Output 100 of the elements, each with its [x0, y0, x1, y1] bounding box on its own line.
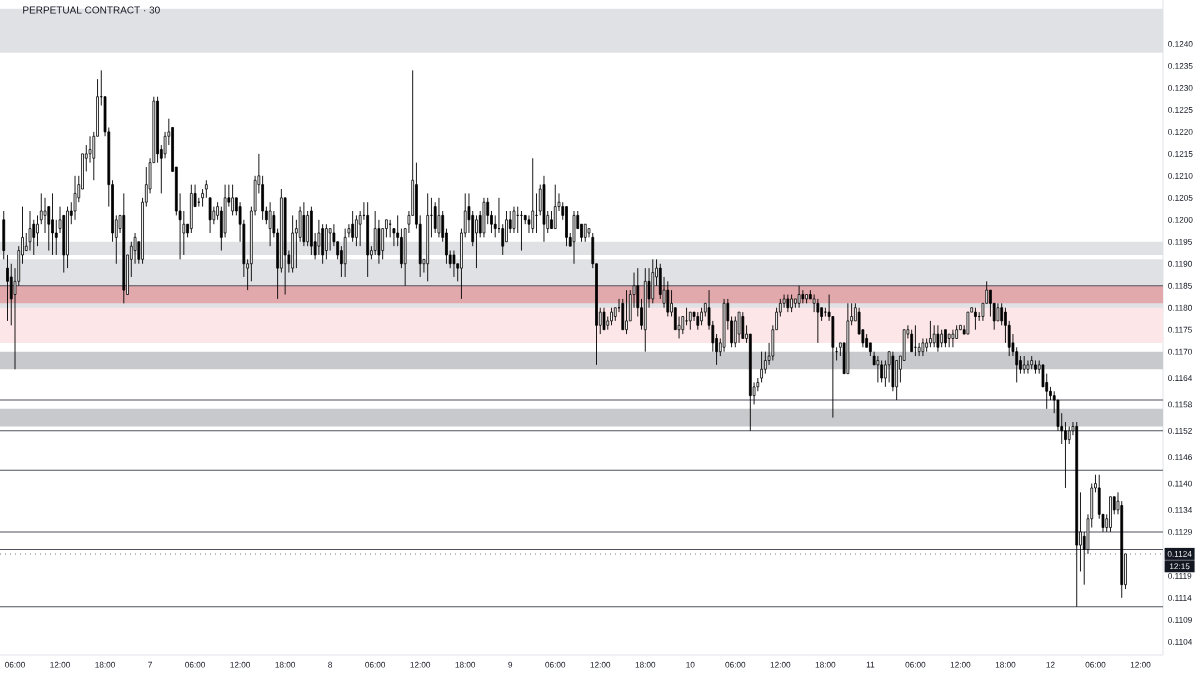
candlestick — [51, 192, 54, 256]
x-tick-label: 06:00 — [365, 661, 386, 668]
y-tick-label: 0.1109 — [1168, 616, 1192, 623]
x-tick-label: 06:00 — [905, 661, 926, 668]
x-tick-label: 10 — [686, 661, 695, 668]
x-tick-label: 7 — [148, 661, 152, 668]
candlestick — [373, 210, 377, 256]
y-tick-label: 0.1195 — [1168, 238, 1192, 245]
y-tick-label: 0.1185 — [1168, 282, 1192, 289]
candlestick — [43, 197, 47, 234]
candlestick — [36, 214, 39, 247]
x-tick-label: 12:00 — [590, 661, 611, 668]
x-tick-label: 12:00 — [410, 661, 431, 668]
x-tick-label: 12:00 — [770, 661, 791, 668]
x-tick-label: 12:00 — [230, 661, 251, 668]
candlestick — [325, 223, 328, 260]
x-tick-label: 06:00 — [185, 661, 206, 668]
candlestick — [951, 329, 955, 348]
y-tick-label: 0.1220 — [1168, 128, 1193, 135]
x-tick-label: 9 — [508, 661, 513, 668]
candlestick — [351, 210, 355, 243]
candlestick — [6, 254, 9, 322]
y-tick-label: 0.1230 — [1168, 85, 1193, 91]
candlestick — [328, 228, 332, 252]
candlestick — [910, 329, 914, 353]
text: 12:15 — [1169, 563, 1190, 570]
candlestick — [625, 289, 628, 335]
y-tick-label: 0.1175 — [1168, 326, 1192, 333]
candlestick — [876, 355, 880, 383]
x-tick-label: 06:00 — [5, 661, 25, 668]
candlestick — [531, 157, 535, 234]
y-tick-label: 0.1164 — [1168, 375, 1193, 381]
candlestick — [1026, 360, 1030, 375]
x-tick-label: 06:00 — [725, 661, 746, 668]
x-tick-label: 8 — [328, 661, 333, 668]
candlestick — [512, 206, 516, 234]
y-tick-label: 0.1210 — [1168, 172, 1193, 179]
x-tick-label: 18:00 — [275, 661, 296, 668]
candlestick — [317, 219, 321, 256]
candlestick — [685, 307, 688, 326]
y-tick-label: 0.1129 — [1168, 529, 1192, 535]
candlestick — [475, 214, 478, 269]
x-tick-label: 06:00 — [1085, 661, 1106, 668]
candlestick — [760, 351, 763, 383]
y-tick-label: 0.1104 — [1168, 638, 1193, 645]
x-tick-label: 12 — [1046, 661, 1055, 668]
x-tick-label: 12:00 — [950, 661, 971, 668]
y-tick-label: 0.1152 — [1168, 427, 1192, 434]
y-tick-label: 0.1180 — [1168, 304, 1192, 311]
y-tick-label: 0.1200 — [1168, 216, 1193, 223]
candlestick — [1064, 421, 1067, 489]
candlestick — [929, 320, 932, 348]
chart-title: PERPETUAL CONTRACT · 30 — [23, 6, 160, 14]
candlestick — [433, 201, 437, 234]
candlestick — [355, 214, 358, 247]
x-tick-label: 18:00 — [455, 661, 476, 668]
x-tick-label: 11 — [866, 661, 875, 668]
candlestick — [797, 285, 801, 309]
y-tick-label: 0.1146 — [1168, 454, 1192, 461]
x-tick-label: 18:00 — [995, 661, 1016, 668]
x-tick-label: 12:00 — [50, 661, 70, 668]
x-tick-label: 18:00 — [95, 661, 115, 668]
candlestick — [505, 210, 508, 243]
x-tick-label: 18:00 — [815, 661, 836, 668]
candlestick — [741, 311, 745, 339]
candlestick — [437, 197, 441, 238]
candlestick — [816, 298, 820, 344]
candlestick — [231, 184, 234, 216]
candlestick — [666, 280, 670, 317]
candlestick — [527, 214, 531, 234]
candlestick — [268, 201, 272, 247]
y-tick-label: 0.1134 — [1168, 507, 1193, 513]
y-tick-label: 0.1205 — [1168, 194, 1193, 201]
y-tick-label: 0.1190 — [1168, 260, 1192, 267]
candlestick — [1000, 302, 1004, 326]
candlestick — [936, 324, 940, 353]
y-tick-label: 0.1170 — [1168, 348, 1192, 355]
x-tick-label: 06:00 — [545, 661, 566, 668]
candlestick — [602, 307, 606, 331]
y-tick-label: 0.1140 — [1168, 480, 1192, 487]
candlestick — [966, 311, 970, 335]
y-tick-label: 0.1235 — [1168, 63, 1193, 69]
candlestick — [28, 210, 32, 252]
ref-line-label: 0.1124 — [1167, 551, 1192, 557]
y-tick-label: 0.1240 — [1168, 41, 1193, 47]
x-tick-label: 12:00 — [1130, 661, 1151, 668]
y-tick-label: 0.1225 — [1168, 107, 1193, 113]
candlestick — [1004, 307, 1007, 344]
x-tick-label: 18:00 — [635, 661, 656, 668]
candlestick — [880, 360, 884, 383]
candlestick — [921, 338, 925, 357]
y-tick-label: 0.1114 — [1168, 594, 1192, 601]
candlestick — [737, 311, 741, 344]
candlestick — [974, 307, 977, 331]
y-tick-label: 0.1119 — [1168, 572, 1192, 579]
candlestick — [932, 324, 936, 348]
y-tick-label: 0.1158 — [1168, 401, 1192, 408]
y-tick-label: 0.1215 — [1168, 150, 1193, 157]
candlestick — [452, 250, 456, 278]
candlestick — [73, 175, 77, 221]
